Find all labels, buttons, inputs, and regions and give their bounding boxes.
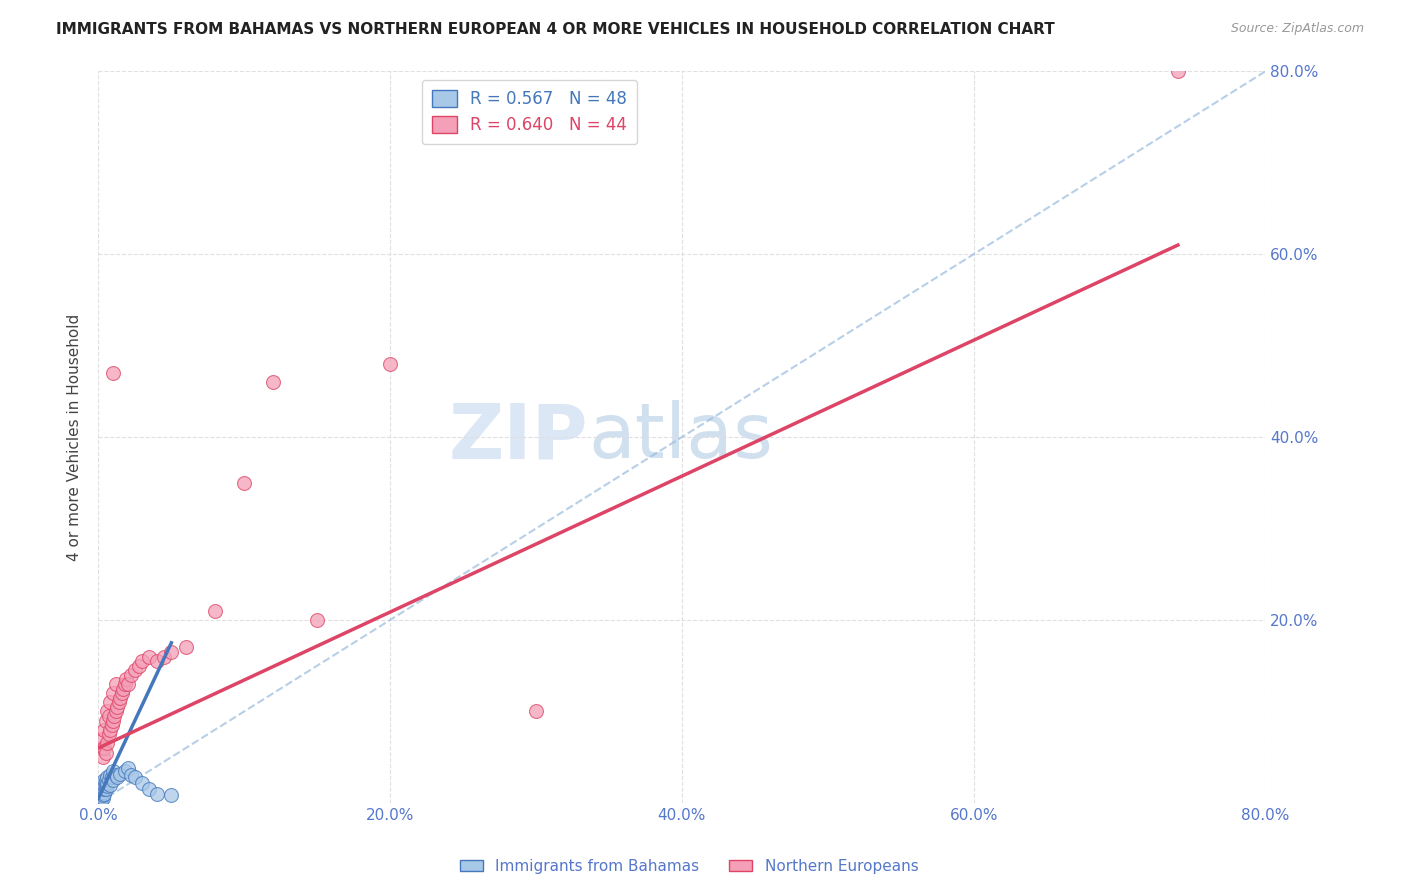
Point (117, 677, 139, 691)
Point (91, 731, 114, 746)
Point (114, 764, 136, 778)
Y-axis label: 4 or more Vehicles in Household: 4 or more Vehicles in Household (67, 313, 83, 561)
Point (90, 785, 112, 799)
Point (97, 709, 120, 723)
Point (524, 705, 547, 719)
Point (128, 658, 150, 673)
Point (124, 663, 146, 677)
Point (91, 789, 114, 803)
Point (96, 736, 118, 750)
Point (96, 770, 118, 784)
Point (101, 764, 124, 778)
Point (89, 795, 111, 809)
Point (105, 770, 128, 784)
Point (100, 718, 122, 732)
Text: ZIP: ZIP (449, 401, 589, 474)
Point (90, 787, 112, 801)
Point (96, 780, 118, 794)
Point (94, 782, 117, 797)
Point (233, 475, 256, 490)
Point (94, 772, 117, 787)
Point (307, 613, 329, 627)
Point (89, 793, 111, 807)
Point (94, 746, 117, 760)
Point (90, 740, 112, 755)
Point (89, 787, 111, 801)
Point (90, 780, 112, 794)
Point (110, 690, 132, 705)
Point (204, 604, 226, 618)
Point (91, 782, 114, 797)
Text: atlas: atlas (589, 401, 773, 474)
Point (101, 366, 124, 380)
Point (117, 761, 139, 775)
Point (124, 770, 146, 784)
Point (108, 695, 131, 709)
Point (93, 787, 115, 801)
Point (262, 376, 284, 390)
Point (93, 782, 115, 797)
Point (93, 777, 115, 792)
Point (98, 695, 121, 709)
Point (174, 640, 197, 655)
Point (138, 782, 160, 797)
Point (91, 785, 114, 799)
Point (98, 723, 121, 737)
Point (146, 787, 169, 801)
Point (94, 714, 117, 728)
Point (101, 686, 124, 700)
Point (98, 777, 121, 792)
Point (89, 792, 111, 806)
Point (93, 772, 115, 787)
Point (103, 709, 125, 723)
Point (91, 750, 114, 764)
Point (104, 768, 127, 782)
Point (101, 714, 124, 728)
Point (90, 782, 112, 797)
Point (90, 789, 112, 803)
Point (101, 772, 124, 787)
Point (160, 789, 183, 803)
Point (91, 791, 114, 805)
Point (89, 794, 111, 808)
Point (90, 792, 112, 806)
Point (131, 654, 153, 668)
Point (100, 770, 122, 784)
Point (114, 677, 136, 691)
Point (96, 705, 118, 719)
Point (146, 654, 169, 668)
Point (115, 673, 138, 687)
Point (104, 677, 127, 691)
Legend: Immigrants from Bahamas, Northern Europeans: Immigrants from Bahamas, Northern Europe… (454, 853, 924, 880)
Point (104, 705, 127, 719)
Point (96, 775, 118, 789)
Point (120, 768, 142, 782)
Point (93, 723, 115, 737)
Point (93, 740, 115, 755)
Point (160, 645, 183, 659)
Point (153, 649, 176, 664)
Point (112, 681, 135, 696)
Point (90, 790, 112, 805)
Point (97, 727, 120, 741)
Point (131, 775, 153, 789)
Point (94, 777, 117, 792)
Point (90, 794, 112, 808)
Point (111, 686, 134, 700)
Point (120, 667, 142, 681)
Text: IMMIGRANTS FROM BAHAMAS VS NORTHERN EUROPEAN 4 OR MORE VEHICLES IN HOUSEHOLD COR: IMMIGRANTS FROM BAHAMAS VS NORTHERN EURO… (56, 22, 1054, 37)
Point (1167, 64, 1189, 78)
Point (89, 789, 111, 803)
Point (91, 777, 114, 792)
Point (98, 768, 121, 782)
Point (110, 766, 132, 780)
Point (89, 790, 111, 805)
Legend: R = 0.567   N = 48, R = 0.640   N = 44: R = 0.567 N = 48, R = 0.640 N = 44 (422, 79, 637, 145)
Point (89, 791, 111, 805)
Point (97, 772, 120, 787)
Point (138, 649, 160, 664)
Text: Source: ZipAtlas.com: Source: ZipAtlas.com (1230, 22, 1364, 36)
Point (378, 357, 402, 371)
Point (105, 699, 128, 714)
